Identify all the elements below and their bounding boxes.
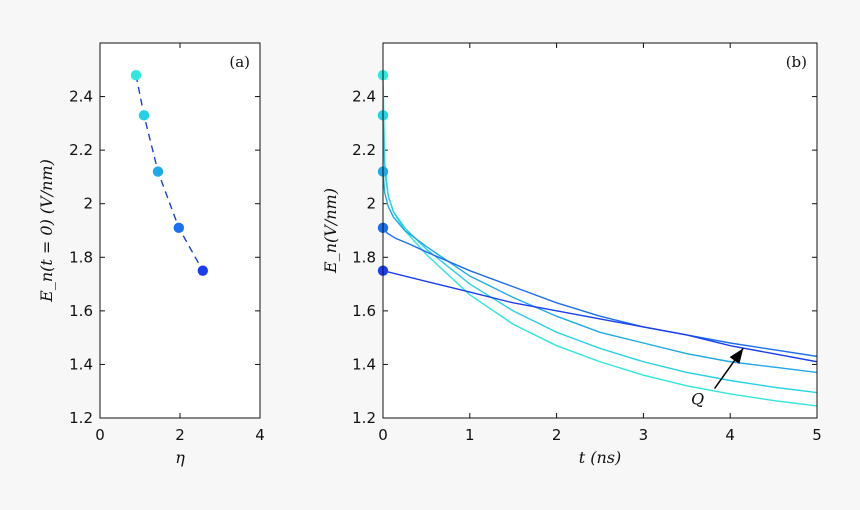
x-tick-label-b: 0 — [378, 426, 388, 444]
y-tick-label-a: 2 — [83, 195, 93, 213]
annotation-arrow-head — [729, 348, 744, 365]
data-point — [173, 222, 184, 234]
y-tick-label-b: 1.2 — [352, 409, 376, 427]
data-point — [197, 265, 208, 276]
data-point — [138, 110, 150, 121]
y-tick-label-b: 1.8 — [352, 248, 376, 266]
y-tick-label-a: 1.8 — [69, 248, 93, 266]
x-tick-label-b: 3 — [639, 426, 649, 444]
x-tick-label-a: 0 — [95, 426, 105, 444]
data-layer-b — [383, 75, 817, 407]
data-point — [152, 166, 164, 177]
y-tick-label-a: 2.2 — [69, 141, 93, 159]
y-tick-label-b: 2.4 — [352, 88, 376, 106]
plot-area-b — [383, 43, 817, 418]
series-line — [383, 270, 817, 363]
y-axis-label-b: E_n(V/nm) — [321, 188, 340, 274]
y-axis-label-a: E_n(t = 0) (V/nm) — [37, 159, 56, 303]
annotation-label: Q — [691, 389, 704, 408]
series-line — [383, 171, 817, 374]
x-tick-label-b: 4 — [725, 426, 735, 444]
y-tick-label-b: 2.2 — [352, 141, 376, 159]
y-tick-label-a: 1.2 — [69, 409, 93, 427]
axes-frame-a — [99, 42, 261, 419]
x-tick-label-a: 4 — [255, 426, 265, 444]
axes-frame-b — [382, 42, 818, 419]
panel-a: 0 2 4 1.2 1.4 1.6 1.8 2 2.2 2.4 (a) η E_n(t = 0) (V/… — [37, 42, 265, 467]
x-axis-label-b: t (ns) — [579, 448, 622, 467]
panel-label-b: (b) — [786, 53, 807, 71]
series-line — [383, 227, 817, 358]
y-tick-label-b: 1.4 — [352, 355, 376, 373]
x-tick-label-b: 2 — [552, 426, 562, 444]
series-line — [383, 115, 817, 394]
y-tick-label-b: 2 — [366, 195, 376, 213]
y-tick-label-a: 2.4 — [69, 88, 93, 106]
x-tick-label-b: 5 — [812, 426, 822, 444]
y-tick-label-a: 1.6 — [69, 302, 93, 320]
x-axis-label-a: η — [175, 448, 185, 467]
panel-label-a: (a) — [229, 53, 250, 71]
data-point — [130, 69, 142, 81]
x-tick-label-b: 1 — [465, 426, 475, 444]
y-tick-label-a: 1.4 — [69, 355, 93, 373]
y-tick-label-b: 1.6 — [352, 302, 376, 320]
panel-b: 0 1 2 3 4 5 1.2 1.4 1.6 1.8 2 2.2 2.4 Q (b) t (ns) E_n(V… — [321, 42, 822, 467]
x-tick-label-a: 2 — [175, 426, 185, 444]
